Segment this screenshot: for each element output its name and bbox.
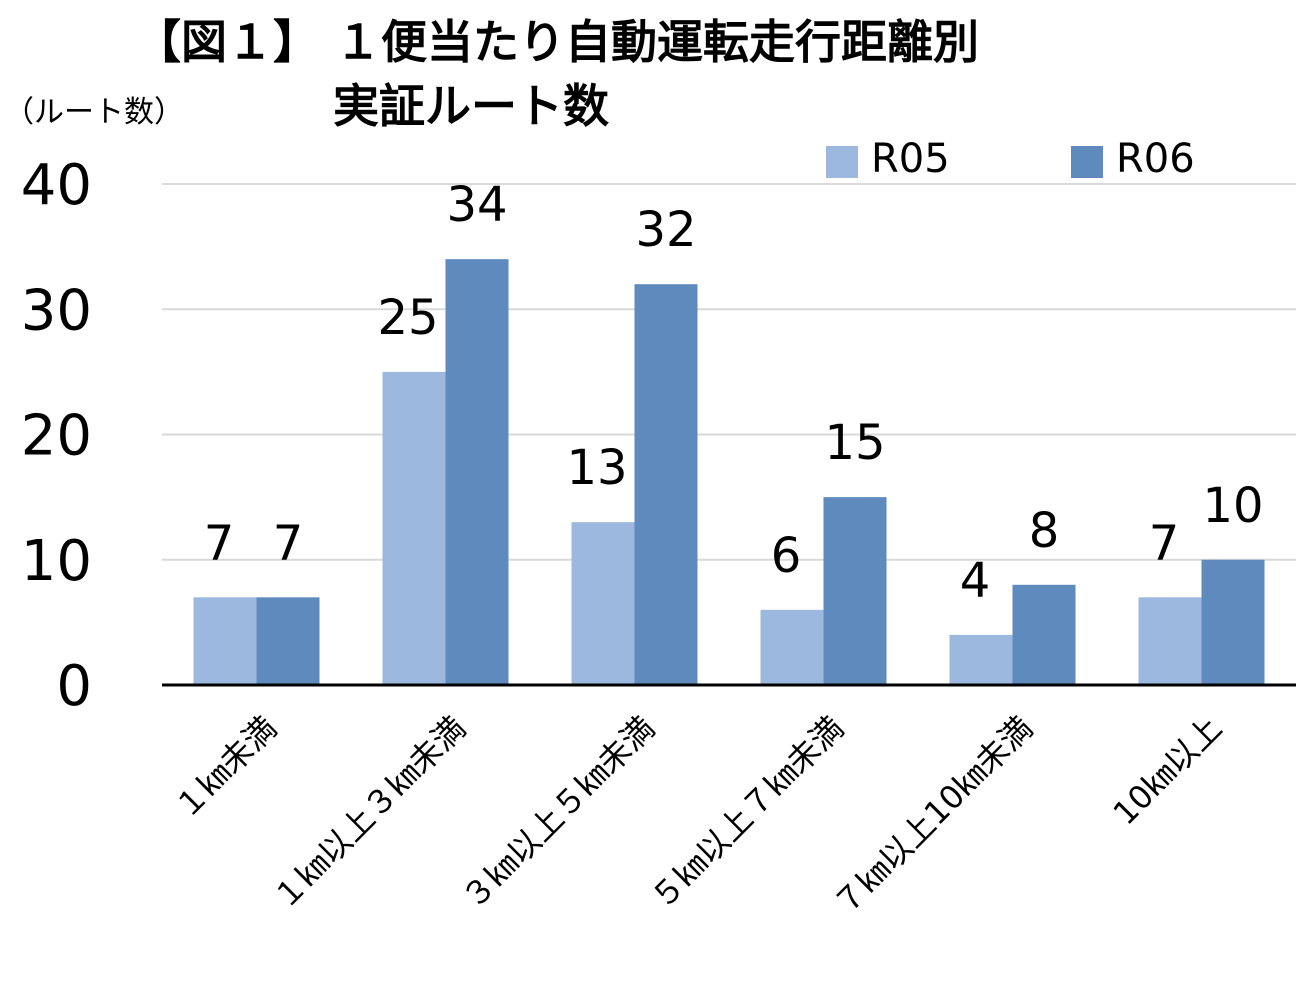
category-label: １㎞以上３㎞未満	[265, 709, 473, 917]
gridlines	[162, 183, 1296, 561]
bar-r05	[1138, 597, 1202, 685]
bar-r05	[571, 522, 635, 685]
y-tick-labels: 0 10 20 30 40	[21, 153, 92, 719]
bar-r05	[760, 609, 824, 685]
category-label: ７㎞以上10㎞未満	[826, 709, 1040, 923]
legend-swatch-r05	[826, 146, 858, 178]
bar-r06	[823, 497, 887, 685]
data-label-r05: 7	[1149, 515, 1180, 571]
legend: R05 R06	[826, 136, 1195, 182]
bar-r06	[1201, 559, 1265, 685]
bar-r06	[445, 259, 509, 685]
y-tick-label: 30	[21, 278, 92, 343]
y-tick-label: 10	[21, 529, 92, 594]
chart-title-line2: 実証ルート数	[333, 79, 609, 133]
data-label-r05: 13	[566, 440, 627, 496]
bars	[193, 259, 1265, 685]
data-label-r06: 15	[824, 415, 885, 471]
category-label: ５㎞以上７㎞未満	[643, 709, 851, 917]
category-label: 10㎞以上	[1106, 709, 1230, 833]
bar-r05	[949, 634, 1013, 685]
y-tick-label: 0	[56, 654, 92, 719]
data-label-r05: 4	[960, 553, 991, 609]
legend-label-r06: R06	[1116, 136, 1195, 182]
data-label-r06: 32	[635, 202, 696, 258]
y-axis-unit-label: （ルート数）	[4, 95, 184, 130]
bar-r05	[193, 597, 257, 685]
y-tick-label: 20	[21, 404, 92, 469]
chart-title-line1: 【図１】 １便当たり自動運転走行距離別	[135, 15, 979, 69]
legend-swatch-r06	[1071, 146, 1103, 178]
data-label-r06: 7	[273, 515, 304, 571]
data-label-r06: 8	[1029, 503, 1060, 559]
data-label-r05: 25	[377, 290, 438, 346]
bar-r05	[382, 371, 446, 685]
data-label-r06: 10	[1202, 478, 1263, 534]
data-label-r05: 6	[771, 528, 802, 584]
data-label-r06: 34	[446, 177, 507, 233]
bar-r06	[256, 597, 320, 685]
bar-r06	[634, 284, 698, 685]
y-tick-label: 40	[21, 153, 92, 218]
bar-r06	[1012, 584, 1076, 685]
data-label-r05: 7	[204, 515, 235, 571]
legend-label-r05: R05	[871, 136, 950, 182]
category-label: ３㎞以上５㎞未満	[454, 709, 662, 917]
category-label: １㎞未満	[167, 709, 284, 826]
